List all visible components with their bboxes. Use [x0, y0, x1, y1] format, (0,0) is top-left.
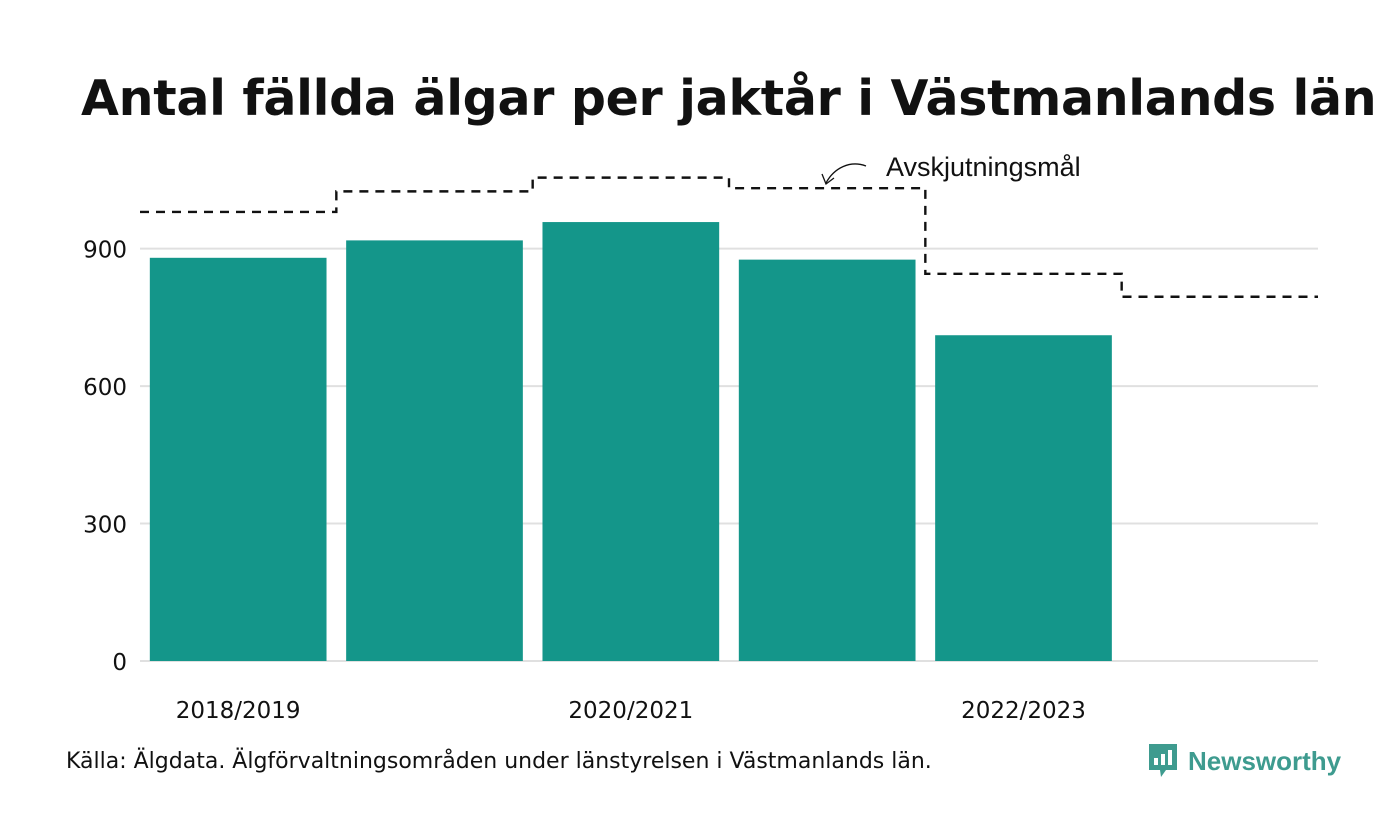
target-label: Avskjutningsmål: [886, 152, 1081, 182]
x-tick-label: 2018/2019: [176, 698, 301, 724]
bar: [935, 335, 1112, 661]
x-tick-label: 2022/2023: [961, 698, 1086, 724]
target-line: [140, 176, 1318, 298]
x-axis-labels: 2018/2019 2020/2021 2022/2023: [176, 698, 1086, 724]
y-tick-label: 600: [83, 375, 127, 401]
y-tick-label: 900: [83, 238, 127, 264]
grid-lines: [140, 247, 1318, 662]
bar: [738, 259, 916, 661]
y-tick-label: 300: [83, 513, 127, 539]
bar: [346, 240, 523, 661]
bars: [149, 222, 1112, 661]
bar-chart: 0 300 600 900 2018/2019 2020/2021 2022/2023 A…: [83, 152, 1318, 724]
source-note: Källa: Älgdata. Älgförvaltningsområden u…: [66, 749, 932, 774]
target-annotation: Avskjutningsmål: [821, 152, 1081, 186]
annotation-arrow: [825, 163, 867, 184]
annotation-arrowhead: [821, 173, 835, 186]
target-step-line: [140, 176, 1318, 298]
bar: [542, 222, 720, 661]
newsworthy-chart-icon: [1149, 744, 1177, 777]
bar: [149, 257, 327, 661]
brand-name: Newsworthy: [1188, 745, 1342, 776]
chart-title: Antal fällda älgar per jaktår i Västmanl…: [81, 70, 1377, 127]
y-axis-labels: 0 300 600 900: [83, 238, 127, 676]
y-tick-label: 0: [112, 650, 127, 676]
brand-logo: Newsworthy: [1147, 743, 1341, 779]
x-tick-label: 2020/2021: [568, 698, 693, 724]
